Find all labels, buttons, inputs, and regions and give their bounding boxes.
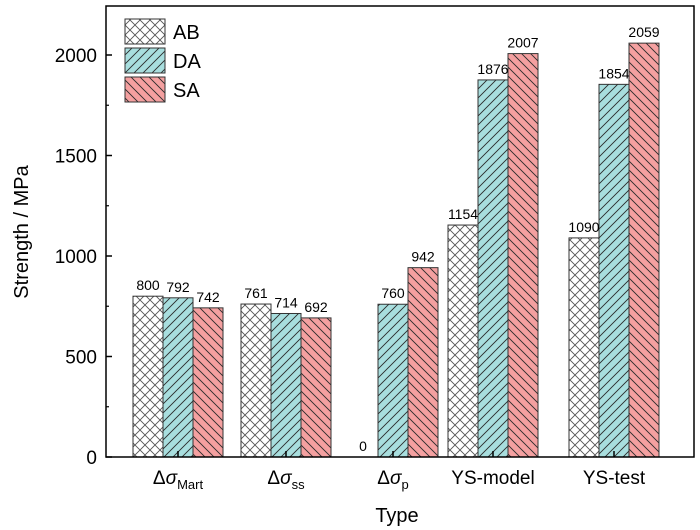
bar-da-0 [162,297,194,458]
bar-ab-0 [132,295,164,458]
legend-swatch-ab [124,18,166,45]
legend-swatch-sa [124,76,166,103]
value-label-sa-4: 2059 [628,24,659,40]
value-label-sa-3: 2007 [507,35,538,51]
bar-ab-4 [568,237,600,458]
bar-da-1 [270,312,302,458]
bar-ab-3 [447,224,479,458]
value-label-ab-4: 1090 [568,219,599,235]
legend-label-da: DA [173,51,201,73]
y-tick-label-1500: 1500 [55,147,97,168]
bar-da-4 [598,83,630,458]
bar-sa-3 [507,53,539,458]
bars-layer [132,42,660,458]
value-label-ab-3: 1154 [448,206,478,222]
legend: AB DA SA [124,18,201,103]
value-label-da-1: 714 [274,294,298,310]
x-tick-label-1: Δσss [267,468,305,492]
value-label-da-0: 792 [166,279,190,295]
bar-ab-1 [240,303,272,458]
y-tick-label-2000: 2000 [55,46,97,67]
y-tick-label-1000: 1000 [55,247,97,268]
x-axis: ΔσMart Δσss Δσp YS-model YS-test [153,451,646,492]
value-label-sa-2: 942 [411,249,435,265]
value-label-ab-2: 0 [359,438,367,454]
x-tick-label-4: YS-test [583,468,646,489]
bar-sa-1 [300,317,332,458]
value-label-da-3: 1876 [477,61,508,77]
x-axis-label: Type [375,505,418,527]
x-tick-label-2: Δσp [377,468,408,492]
bar-da-2 [377,303,409,458]
value-label-da-4: 1854 [598,65,629,81]
y-tick-label-0: 0 [86,448,97,469]
legend-swatch-da [124,47,166,74]
value-label-sa-1: 692 [304,299,328,315]
value-label-da-2: 760 [381,285,405,301]
y-tick-label-500: 500 [65,348,97,369]
value-label-ab-0: 800 [136,277,160,293]
legend-label-ab: AB [173,22,200,44]
bar-da-3 [477,79,509,458]
legend-label-sa: SA [173,80,200,102]
value-label-sa-0: 742 [196,289,220,305]
plot-frame [105,5,695,458]
y-axis: 0 500 1000 1500 2000 [55,46,112,469]
bar-sa-4 [628,42,660,458]
bar-sa-2 [407,267,439,458]
value-labels-layer: 800 761 0 1154 1090 792 714 760 1876 1854 742 692 94… [136,24,659,454]
value-label-ab-1: 761 [244,285,268,301]
y-axis-label: Strength / MPa [11,164,33,298]
x-tick-label-3: YS-model [451,468,534,489]
bar-sa-0 [192,307,224,458]
x-tick-label-0: ΔσMart [153,468,204,492]
